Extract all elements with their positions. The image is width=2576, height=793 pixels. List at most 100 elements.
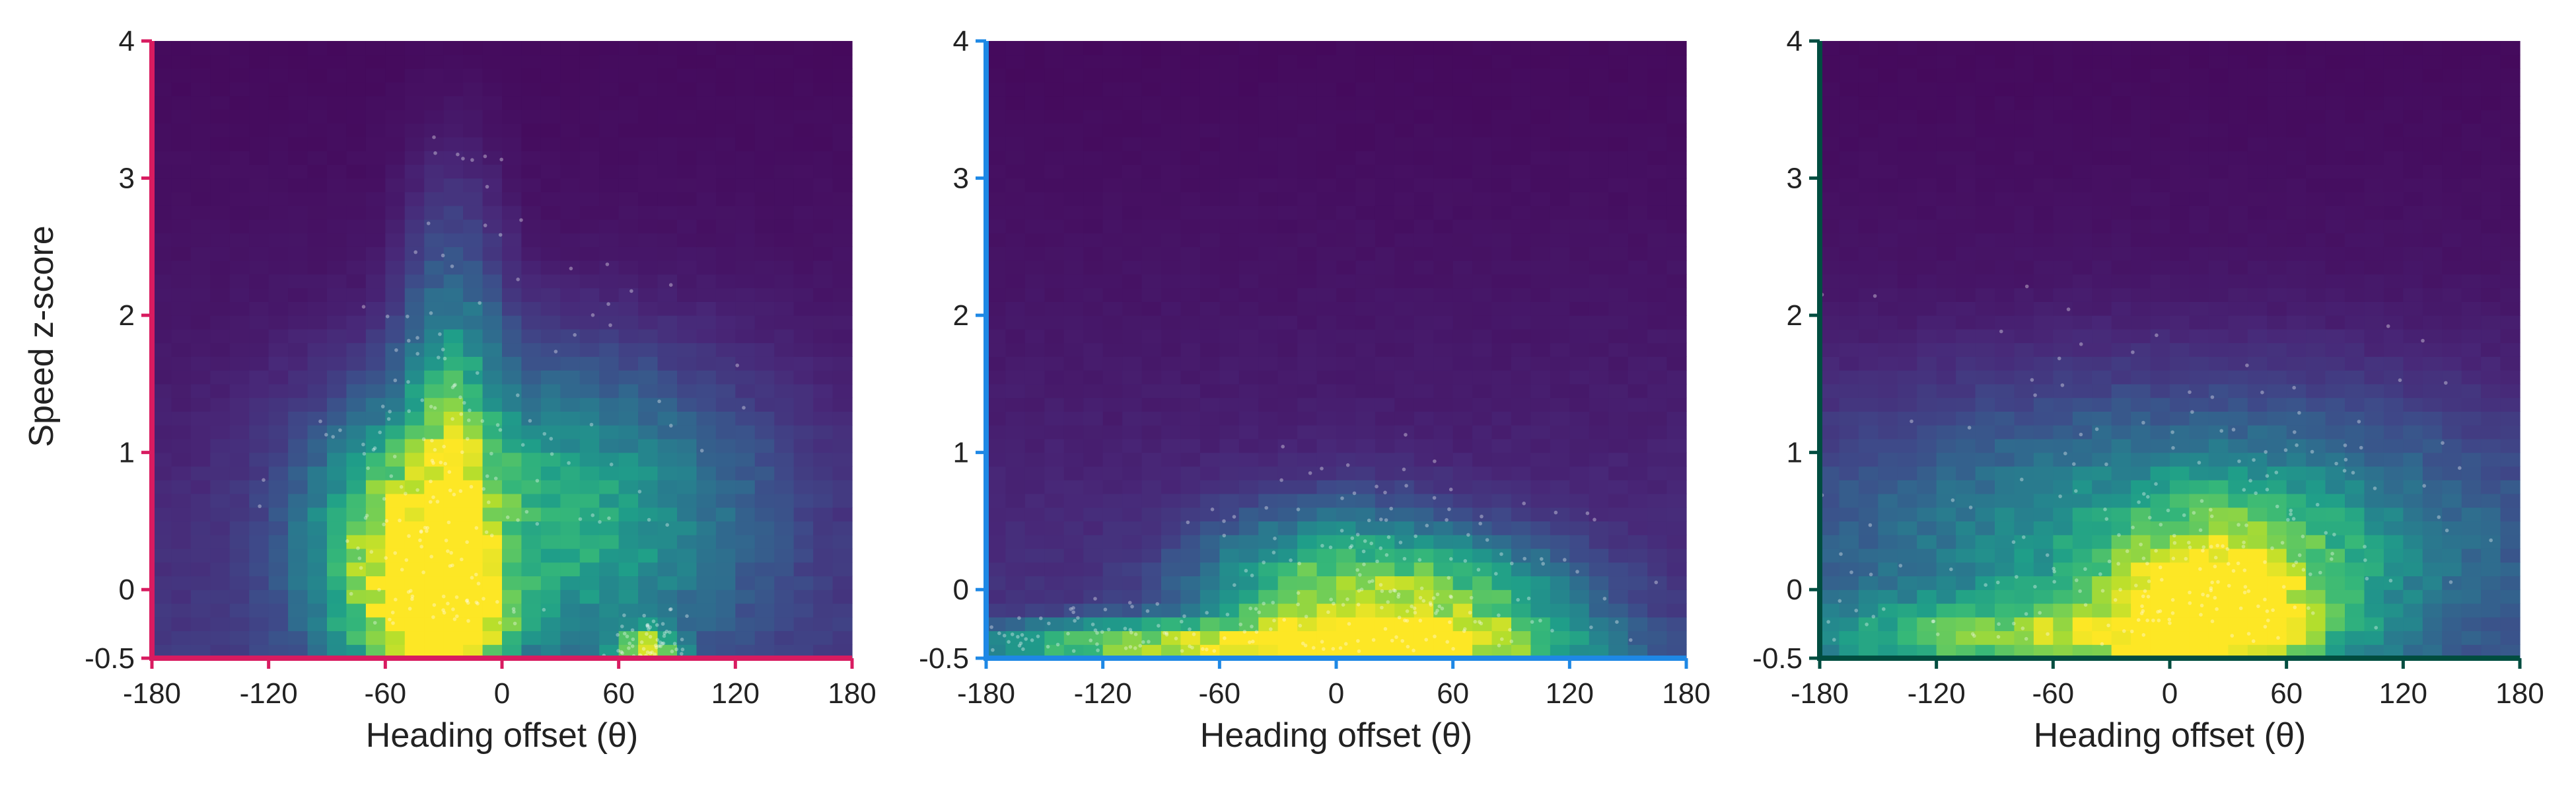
- heatmap-cell: [1647, 68, 1668, 83]
- heatmap-cell: [2131, 151, 2151, 165]
- heatmap-cell: [1666, 41, 1687, 56]
- data-point: [453, 383, 457, 387]
- heatmap-cell: [2228, 630, 2248, 645]
- data-point: [1186, 520, 1190, 525]
- heatmap-cell: [1995, 41, 2015, 56]
- heatmap-cell: [2228, 425, 2248, 439]
- heatmap-cell: [2014, 466, 2034, 480]
- heatmap-cell: [346, 219, 367, 234]
- heatmap-cell: [2092, 342, 2112, 357]
- heatmap-cell: [2131, 548, 2151, 563]
- heatmap-cell: [560, 287, 581, 302]
- heatmap-cell: [2247, 178, 2268, 192]
- heatmap-cell: [1277, 603, 1298, 618]
- heatmap-cell: [657, 54, 678, 69]
- heatmap-cell: [2111, 466, 2131, 480]
- heatmap-cell: [1936, 260, 1956, 275]
- heatmap-cell: [2053, 315, 2073, 330]
- heatmap-cell: [2267, 370, 2287, 385]
- heatmap-cell: [1628, 383, 1648, 398]
- heatmap-cell: [521, 219, 542, 234]
- data-point: [318, 419, 322, 424]
- heatmap-cell: [1413, 151, 1434, 165]
- heatmap-cell: [1258, 260, 1279, 275]
- heatmap-cell: [152, 123, 172, 137]
- heatmap-cell: [2014, 137, 2034, 151]
- heatmap-cell: [1530, 411, 1551, 426]
- heatmap-cell: [1297, 535, 1318, 549]
- data-point: [1389, 506, 1393, 511]
- heatmap-cell: [346, 246, 367, 261]
- heatmap-cell: [249, 562, 269, 577]
- heatmap-cell: [249, 356, 269, 371]
- heatmap-cell: [190, 480, 211, 494]
- heatmap-cell: [443, 219, 464, 234]
- heatmap-cell: [1433, 411, 1454, 426]
- heatmap-cell: [735, 96, 756, 110]
- heatmap-cell: [307, 576, 328, 590]
- heatmap-cell: [1491, 425, 1512, 439]
- heatmap-cell: [1122, 397, 1143, 412]
- heatmap-cell: [1936, 397, 1956, 412]
- heatmap-cell: [2014, 535, 2034, 549]
- heatmap-cell: [1839, 425, 1859, 439]
- heatmap-cell: [696, 164, 717, 179]
- data-point: [431, 615, 435, 619]
- heatmap-cell: [346, 109, 367, 124]
- heatmap-cell: [2267, 411, 2287, 426]
- heatmap-cell: [1550, 274, 1570, 289]
- heatmap-cell: [1083, 164, 1104, 179]
- heatmap-cell: [618, 630, 639, 645]
- heatmap-cell: [1024, 452, 1045, 467]
- heatmap-cell: [229, 123, 250, 137]
- heatmap-cell: [2228, 287, 2248, 302]
- heatmap-cell: [2092, 151, 2112, 165]
- heatmap-cell: [171, 219, 192, 234]
- heatmap-cell: [210, 137, 231, 151]
- heatmap-cell: [1102, 562, 1123, 577]
- heatmap-cell: [2306, 466, 2326, 480]
- data-point: [1476, 568, 1481, 572]
- data-point: [1254, 630, 1259, 634]
- heatmap-cell: [813, 617, 834, 632]
- heatmap-cell: [1995, 274, 2015, 289]
- heatmap-cell: [1589, 151, 1609, 165]
- heatmap-cell: [1472, 219, 1493, 234]
- heatmap-cell: [482, 589, 503, 604]
- heatmap-cell: [1316, 82, 1337, 96]
- data-point: [1076, 616, 1080, 620]
- heatmap-cell: [1839, 219, 1859, 234]
- heatmap-cell: [365, 507, 386, 522]
- heatmap-cell: [190, 425, 211, 439]
- heatmap-cell: [1956, 274, 1976, 289]
- heatmap-cell: [307, 246, 328, 261]
- heatmap-cell: [1258, 493, 1279, 508]
- heatmap-cell: [1258, 521, 1279, 535]
- heatmap-cell: [986, 521, 1007, 535]
- heatmap-cell: [1491, 206, 1512, 220]
- heatmap-cell: [638, 315, 659, 330]
- data-point: [404, 558, 409, 562]
- heatmap-cell: [1199, 301, 1220, 316]
- heatmap-cell: [2247, 383, 2268, 398]
- heatmap-cell: [1628, 164, 1648, 179]
- heatmap-cell: [1394, 342, 1415, 357]
- heatmap-cell: [1199, 82, 1220, 96]
- heatmap-cell: [1199, 603, 1220, 618]
- heatmap-cell: [288, 521, 308, 535]
- heatmap-cell: [1044, 397, 1065, 412]
- data-point: [1345, 463, 1350, 467]
- heatmap-cell: [2072, 54, 2093, 69]
- heatmap-cell: [2072, 411, 2093, 426]
- heatmap-cell: [482, 178, 503, 192]
- data-point: [1282, 618, 1286, 622]
- heatmap-cell: [1936, 82, 1956, 96]
- heatmap-cell: [2286, 82, 2307, 96]
- heatmap-cell: [190, 617, 211, 632]
- heatmap-cell: [696, 397, 717, 412]
- heatmap-cell: [1083, 342, 1104, 357]
- heatmap-cell: [832, 617, 853, 632]
- heatmap-cell: [268, 603, 289, 618]
- heatmap-cell: [1161, 411, 1182, 426]
